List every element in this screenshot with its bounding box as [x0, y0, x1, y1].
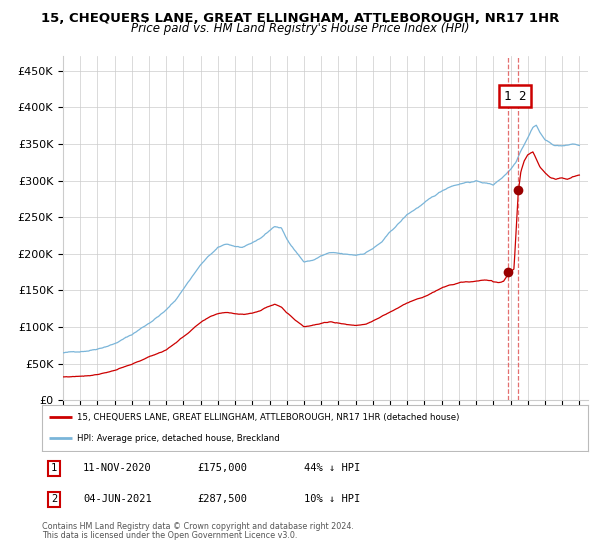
Text: £287,500: £287,500: [197, 494, 248, 505]
Text: 10% ↓ HPI: 10% ↓ HPI: [304, 494, 361, 505]
Text: 15, CHEQUERS LANE, GREAT ELLINGHAM, ATTLEBOROUGH, NR17 1HR (detached house): 15, CHEQUERS LANE, GREAT ELLINGHAM, ATTL…: [77, 413, 460, 422]
Text: 04-JUN-2021: 04-JUN-2021: [83, 494, 152, 505]
Text: 2: 2: [51, 494, 57, 505]
Text: 44% ↓ HPI: 44% ↓ HPI: [304, 464, 361, 473]
Text: This data is licensed under the Open Government Licence v3.0.: This data is licensed under the Open Gov…: [42, 531, 298, 540]
Text: 1: 1: [51, 464, 57, 473]
Text: 15, CHEQUERS LANE, GREAT ELLINGHAM, ATTLEBOROUGH, NR17 1HR: 15, CHEQUERS LANE, GREAT ELLINGHAM, ATTL…: [41, 12, 559, 25]
Text: HPI: Average price, detached house, Breckland: HPI: Average price, detached house, Brec…: [77, 434, 280, 443]
Text: 11-NOV-2020: 11-NOV-2020: [83, 464, 152, 473]
Text: Price paid vs. HM Land Registry's House Price Index (HPI): Price paid vs. HM Land Registry's House …: [131, 22, 469, 35]
Text: Contains HM Land Registry data © Crown copyright and database right 2024.: Contains HM Land Registry data © Crown c…: [42, 522, 354, 531]
Text: 1 2: 1 2: [504, 90, 526, 103]
Text: £175,000: £175,000: [197, 464, 248, 473]
